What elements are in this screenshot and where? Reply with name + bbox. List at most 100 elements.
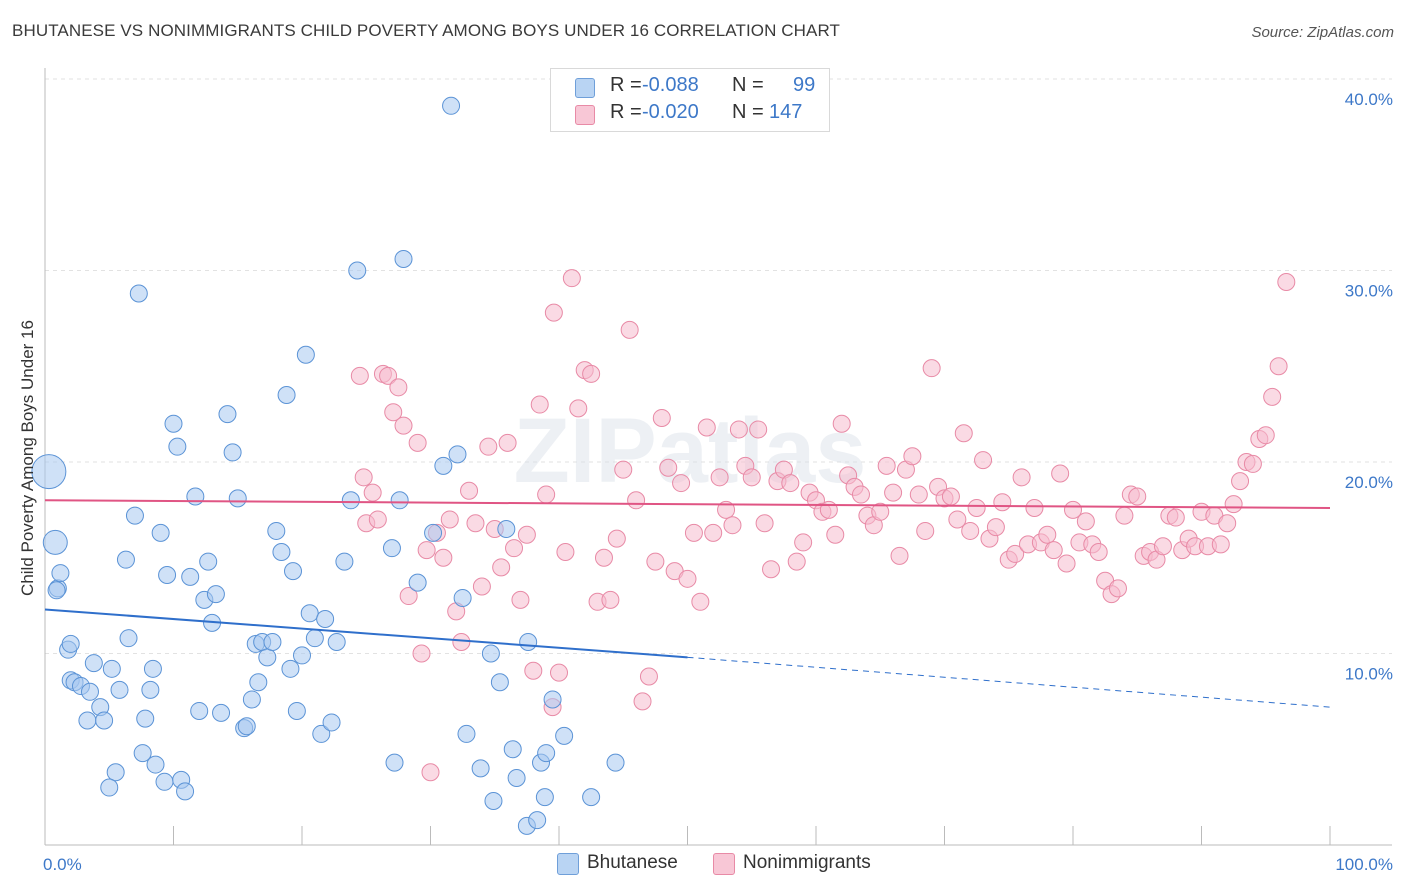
bhutanese-point <box>133 744 152 763</box>
nonimmigrants-point <box>710 468 729 487</box>
nonimmigrants-point <box>379 366 398 385</box>
bhutanese-point <box>497 520 516 539</box>
bhutanese-point <box>176 782 195 801</box>
bhutanese-point <box>312 724 331 743</box>
nonimmigrants-point <box>505 539 524 558</box>
nonimmigrants-points <box>350 269 1296 782</box>
nonimmigrants-point <box>832 414 851 433</box>
bhutanese-point <box>218 405 237 424</box>
bhutanese-point <box>327 633 346 652</box>
nonimmigrants-point <box>1038 525 1057 544</box>
nonimmigrants-point <box>826 525 845 544</box>
bhutanese-point <box>100 778 119 797</box>
nonimmigrants-point <box>729 420 748 439</box>
bhutanese-point <box>507 768 526 787</box>
nonimmigrants-point <box>594 548 613 567</box>
bhutanese-point <box>481 644 500 663</box>
tick-labels: 10.0% 20.0% 30.0% 40.0% 0.0% 100.0% <box>43 90 1393 874</box>
nonimmigrants-point <box>524 661 543 680</box>
bhutanese-point <box>484 791 503 810</box>
bhutanese-point <box>47 581 66 600</box>
nonimmigrants-point <box>993 493 1012 512</box>
nonimmigrants-point <box>434 548 453 567</box>
bhutanese-point <box>457 724 476 743</box>
bhutanese-point <box>110 680 129 699</box>
bhutanese-point <box>543 690 562 709</box>
nonimmigrants-point <box>954 424 973 443</box>
nonimmigrants-point <box>717 500 736 519</box>
nonimmigrants-point <box>1012 468 1031 487</box>
nonimmigrants-point <box>389 378 408 397</box>
nonimmigrants-point <box>1231 472 1250 491</box>
nonimmigrants-point <box>479 437 498 456</box>
bhutanese-point <box>272 543 291 562</box>
nonimmigrants-point <box>1108 579 1127 598</box>
nonimmigrants-point <box>562 269 581 288</box>
nonimmigrants-point <box>363 483 382 502</box>
nonimmigrants-point <box>582 364 601 383</box>
bhutanese-point <box>242 690 261 709</box>
bhutanese-point <box>31 454 67 490</box>
bhutanese-point <box>151 523 170 542</box>
bhutanese-point <box>555 726 574 745</box>
bhutanese-point <box>84 654 103 673</box>
nonimmigrants-point <box>909 485 928 504</box>
y-tick-label: 40.0% <box>1345 90 1393 109</box>
bhutanese-point <box>186 487 205 506</box>
y-tick-label: 30.0% <box>1345 282 1393 301</box>
bhutanese-trend-extension <box>687 656 1331 708</box>
bhutanese-point <box>316 610 335 629</box>
bhutanese-point <box>348 261 367 280</box>
nonimmigrants-point <box>646 552 665 571</box>
y-tick-label: 10.0% <box>1345 665 1393 684</box>
nonimmigrants-point <box>941 487 960 506</box>
nonimmigrants-point <box>1076 512 1095 531</box>
bhutanese-point <box>95 711 114 730</box>
nonimmigrants-point <box>466 514 485 533</box>
nonimmigrants-point <box>354 468 373 487</box>
nonimmigrants-trend-line <box>44 499 1331 509</box>
bhutanese-point <box>341 491 360 510</box>
bhutanese-point <box>448 445 467 464</box>
nonimmigrants-point <box>762 560 781 579</box>
nonimmigrants-point <box>1218 514 1237 533</box>
nonimmigrants-point <box>704 523 723 542</box>
bhutanese-point <box>582 788 601 807</box>
bhutanese-point <box>155 772 174 791</box>
bhutanese-point <box>442 96 461 115</box>
nonimmigrants-point <box>922 359 941 378</box>
nonimmigrants-point <box>368 510 387 529</box>
bhutanese-trend-line <box>44 608 688 659</box>
nonimmigrants-point <box>986 518 1005 537</box>
nonimmigrants-point <box>723 516 742 535</box>
nonimmigrants-point <box>537 485 556 504</box>
bhutanese-point <box>237 717 256 736</box>
bhutanese-point <box>116 550 135 569</box>
nonimmigrants-point <box>1263 387 1282 406</box>
bhutanese-point <box>223 443 242 462</box>
nonimmigrants-point <box>1269 357 1288 376</box>
nonimmigrants-point <box>408 433 427 452</box>
n-value: 147 <box>769 101 803 123</box>
source-label: Source: ZipAtlas.com <box>1251 24 1394 41</box>
nonimmigrants-point <box>1256 426 1275 445</box>
bhutanese-swatch <box>557 853 579 875</box>
nonimmigrants-point <box>684 523 703 542</box>
nonimmigrants-point <box>691 592 710 611</box>
x-tick-label: 100.0% <box>1335 855 1393 874</box>
nonimmigrants-point <box>544 303 563 322</box>
nonimmigrants-point <box>460 481 479 500</box>
nonimmigrants-point <box>394 416 413 435</box>
nonimmigrants-point <box>1128 487 1147 506</box>
bhutanese-point <box>141 680 160 699</box>
bhutanese-point <box>277 385 296 404</box>
y-tick-label: 20.0% <box>1345 473 1393 492</box>
nonimmigrants-point <box>633 692 652 711</box>
x-tick-label: 0.0% <box>43 855 82 874</box>
bhutanese-point <box>281 659 300 678</box>
nonimmigrants-point <box>652 408 671 427</box>
nonimmigrants-point <box>749 420 768 439</box>
bhutanese-point <box>408 573 427 592</box>
nonimmigrants-point <box>967 498 986 517</box>
